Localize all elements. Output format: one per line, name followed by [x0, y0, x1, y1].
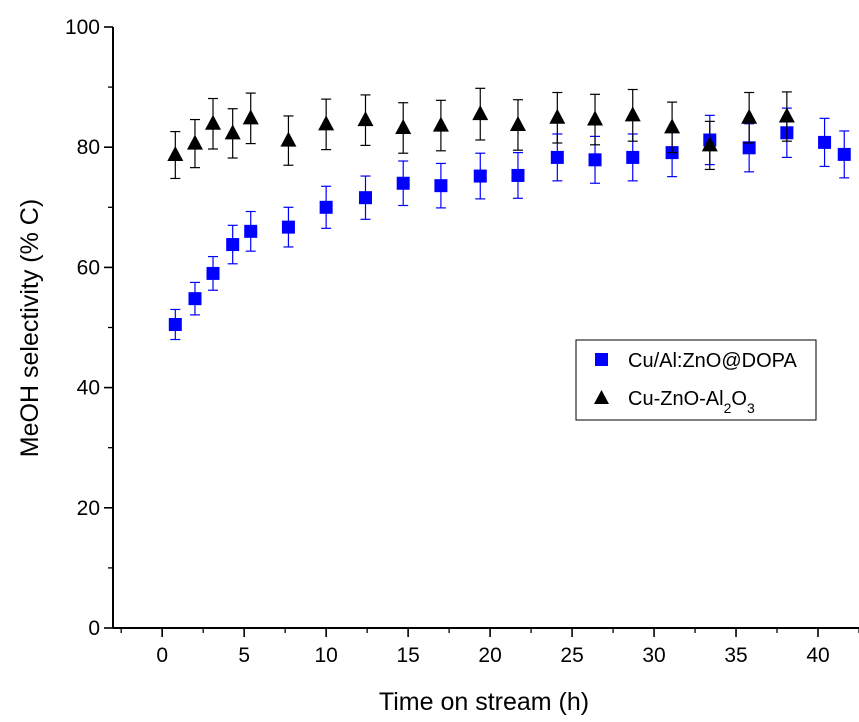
- data-point: [587, 110, 604, 126]
- data-point: [244, 224, 258, 238]
- legend-label-series-2: Cu-ZnO-Al2O3: [628, 388, 755, 416]
- data-point: [550, 150, 564, 164]
- x-tick-label: 25: [560, 644, 583, 667]
- series-2: [167, 87, 795, 180]
- data-point: [357, 111, 374, 127]
- axes: 0 20 40 60 80 100 0 5 10 15 20 25 30 35 40: [65, 16, 859, 667]
- legend-box: [575, 339, 817, 421]
- data-point: [741, 108, 758, 124]
- y-axis-title: MeOH selectivity (% C): [16, 199, 44, 457]
- x-tick-label: 15: [396, 644, 419, 667]
- data-point: [626, 150, 640, 164]
- data-point: [434, 179, 448, 193]
- legend-label-series-2-part1: Cu-ZnO-Al: [628, 388, 724, 410]
- data-point: [226, 238, 240, 252]
- data-point: [742, 141, 756, 155]
- x-tick-label: 40: [806, 644, 829, 667]
- data-point: [395, 118, 412, 134]
- data-point: [472, 105, 489, 121]
- data-point: [396, 176, 410, 190]
- data-point: [186, 134, 203, 150]
- legend-label-series-1: Cu/Al:ZnO@DOPA: [628, 350, 798, 372]
- y-tick-label: 60: [77, 256, 100, 279]
- data-point: [778, 107, 795, 123]
- data-point: [206, 266, 220, 280]
- data-point: [319, 200, 333, 214]
- legend-marker-square: [595, 353, 608, 366]
- data-point: [624, 106, 641, 122]
- data-point: [818, 135, 832, 149]
- data-point: [664, 118, 681, 134]
- y-tick-label: 0: [88, 617, 100, 640]
- data-point: [588, 153, 602, 167]
- legend-label-series-2-sub1: 2: [724, 400, 732, 416]
- legend-marker-triangle: [594, 390, 609, 404]
- legend: Cu/Al:ZnO@DOPA Cu-ZnO-Al2O3: [575, 339, 817, 421]
- y-tick-label: 80: [77, 136, 100, 159]
- data-series: [167, 87, 851, 341]
- data-point: [242, 109, 259, 125]
- x-axis-title: Time on stream (h): [379, 688, 589, 716]
- legend-label-series-2-part2: O: [731, 388, 747, 410]
- x-tick-label: 10: [314, 644, 337, 667]
- data-point: [473, 169, 487, 183]
- data-point: [167, 146, 184, 162]
- x-tick-label: 20: [478, 644, 501, 667]
- data-point: [318, 115, 335, 131]
- y-tick-label: 20: [77, 497, 100, 520]
- data-point: [509, 115, 526, 131]
- data-point: [701, 136, 718, 152]
- data-point: [205, 114, 222, 130]
- data-point: [511, 168, 525, 182]
- x-tick-label: 0: [156, 644, 168, 667]
- data-point: [168, 317, 182, 331]
- data-point: [188, 292, 202, 306]
- x-tick-label: 30: [642, 644, 665, 667]
- y-tick-label: 40: [77, 377, 100, 400]
- legend-label-series-2-sub2: 3: [747, 400, 755, 416]
- y-tick-label: 100: [65, 16, 100, 39]
- data-point: [280, 131, 297, 147]
- data-point: [549, 108, 566, 124]
- data-point: [432, 116, 449, 132]
- data-point: [224, 124, 241, 140]
- x-tick-label: 5: [238, 644, 250, 667]
- data-point: [837, 147, 851, 161]
- data-point: [358, 191, 372, 205]
- data-point: [281, 220, 295, 234]
- x-tick-label: 35: [724, 644, 747, 667]
